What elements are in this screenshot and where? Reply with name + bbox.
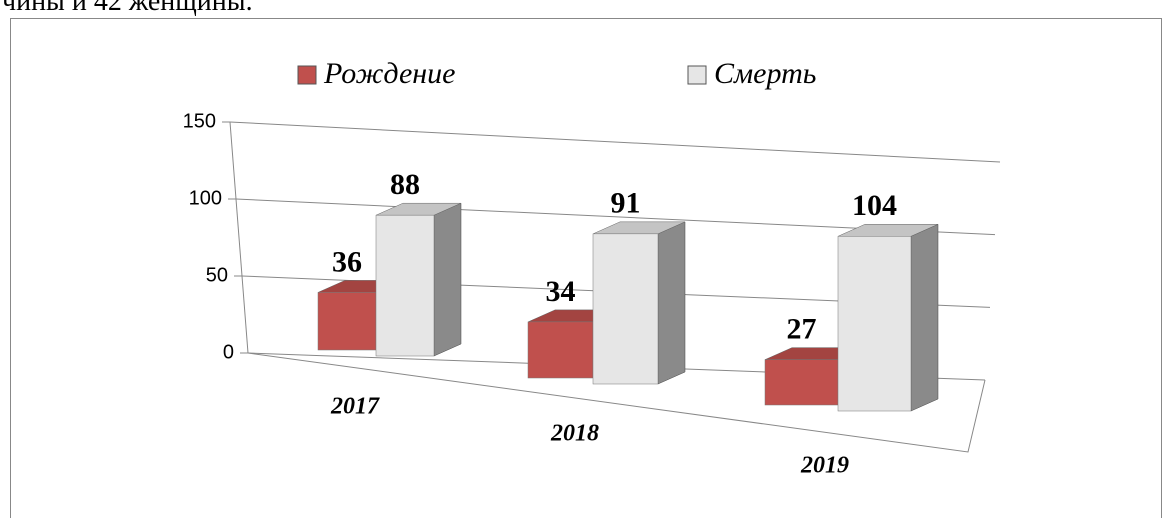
- y-axis: [229, 121, 249, 354]
- bar: [764, 359, 839, 406]
- bar-side: [910, 223, 939, 412]
- bar-side: [433, 202, 462, 357]
- legend-label: Рождение: [323, 57, 455, 90]
- value-label: 27: [787, 313, 817, 346]
- y-tick-label: 0: [223, 341, 234, 363]
- x-tick-label: 2017: [330, 394, 380, 420]
- bar: [837, 236, 912, 412]
- y-tick-label: 150: [183, 110, 216, 132]
- page-text: чины и 42 женщины.: [2, 0, 253, 17]
- value-label: 91: [611, 187, 641, 220]
- legend-swatch: [687, 65, 707, 85]
- floor-edge: [247, 352, 986, 453]
- value-label: 88: [390, 168, 420, 201]
- value-label: 104: [852, 189, 897, 222]
- y-tick-label: 100: [189, 187, 222, 209]
- chart-border: [10, 18, 1162, 518]
- value-label: 36: [332, 245, 362, 278]
- bar-side: [657, 221, 686, 385]
- bar: [375, 214, 435, 357]
- bar: [317, 292, 377, 351]
- bar: [527, 321, 594, 379]
- bar: [592, 233, 659, 385]
- value-label: 34: [546, 275, 576, 308]
- grid-line: [229, 121, 1001, 163]
- legend-swatch: [297, 65, 317, 85]
- legend-label: Смерть: [714, 57, 816, 90]
- y-tick-label: 50: [206, 264, 228, 286]
- x-tick-label: 2019: [800, 453, 849, 479]
- x-tick-label: 2018: [550, 421, 599, 447]
